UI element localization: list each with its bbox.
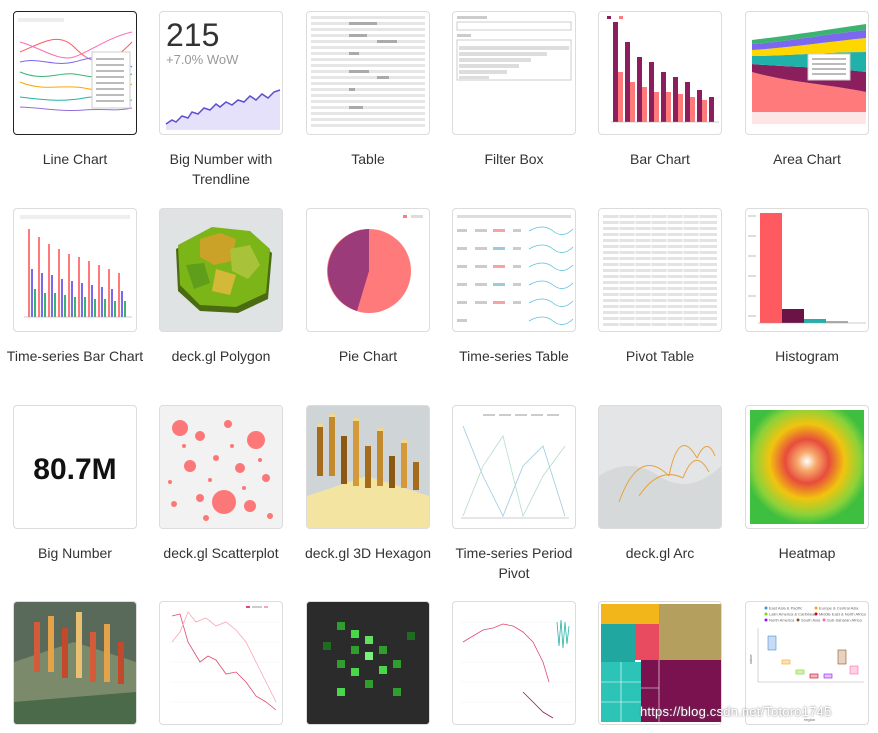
watermark: https://blog.csdn.net/Totoro1745 [640,704,832,719]
tile-label: Heatmap [778,545,836,561]
big-number-delta: +7.0% WoW [166,52,239,67]
tile-label: Big Number with Trendline [169,151,273,187]
legend-item: Latin America & Caribbean [769,612,817,617]
big-number-trendline-thumbnail: 215 +7.0% WoW [159,11,283,135]
big-number-thumbnail: 80.7M [13,405,137,529]
histogram-thumbnail [745,208,869,332]
deckgl-scatterplot-thumbnail [159,405,283,529]
tile-label: Time-series Period Pivot [455,545,573,581]
tile-label: Big Number [38,545,112,561]
time-series-period-pivot-thumbnail [452,405,576,529]
big-number-value: 215 [166,17,219,53]
deckgl-screengrid-thumbnail [306,601,430,725]
tile-label: Table [351,151,385,167]
legend-item: Sub-Saharan Africa [827,618,862,623]
tile-label: Bar Chart [630,151,690,167]
filter-box-thumbnail [452,11,576,135]
time-series-table-thumbnail [452,208,576,332]
tile-label: deck.gl 3D Hexagon [304,545,432,561]
tile-label: deck.gl Arc [625,545,695,561]
x-axis-label: region [804,717,815,722]
line-multi-thumbnail [159,601,283,725]
tile-label: Histogram [775,348,839,364]
legend-item: South Asia [801,618,821,623]
pivot-table-thumbnail [598,208,722,332]
heatmap-thumbnail [745,405,869,529]
y-axis-label: value [748,654,753,664]
time-series-bar-thumbnail [13,208,137,332]
pie-chart-thumbnail [306,208,430,332]
bar-chart-thumbnail [598,11,722,135]
tile-label: Time-series Table [459,348,569,364]
table-thumbnail [306,11,430,135]
deckgl-polygon-thumbnail [159,208,283,332]
box-plot-thumbnail: East Asia & Pacific Europe & Central Asi… [745,601,869,725]
tile-label: Time-series Bar Chart [6,348,144,364]
line-chart-thumbnail [13,11,137,135]
legend-item: Europe & Central Asia [819,606,859,611]
legend-item: North America [769,618,795,623]
legend-item: East Asia & Pacific [769,606,802,611]
tile-label: Pie Chart [338,348,398,364]
legend-item: Middle East & North Africa [819,612,866,617]
treemap-thumbnail [598,601,722,725]
area-chart-thumbnail [745,11,869,135]
time-series-percent-thumbnail [452,601,576,725]
deckgl-3d-hexagon-thumbnail [306,405,430,529]
tile-label: Pivot Table [625,348,695,364]
tile-label: deck.gl Polygon [171,348,271,364]
big-number-value: 80.7M [33,453,116,486]
deckgl-grid-thumbnail [13,601,137,725]
tile-label: Area Chart [773,151,841,167]
tile-label: Line Chart [42,151,108,167]
tile-label: deck.gl Scatterplot [163,545,279,561]
deckgl-arc-thumbnail [598,405,722,529]
tile-label: Filter Box [484,151,544,167]
